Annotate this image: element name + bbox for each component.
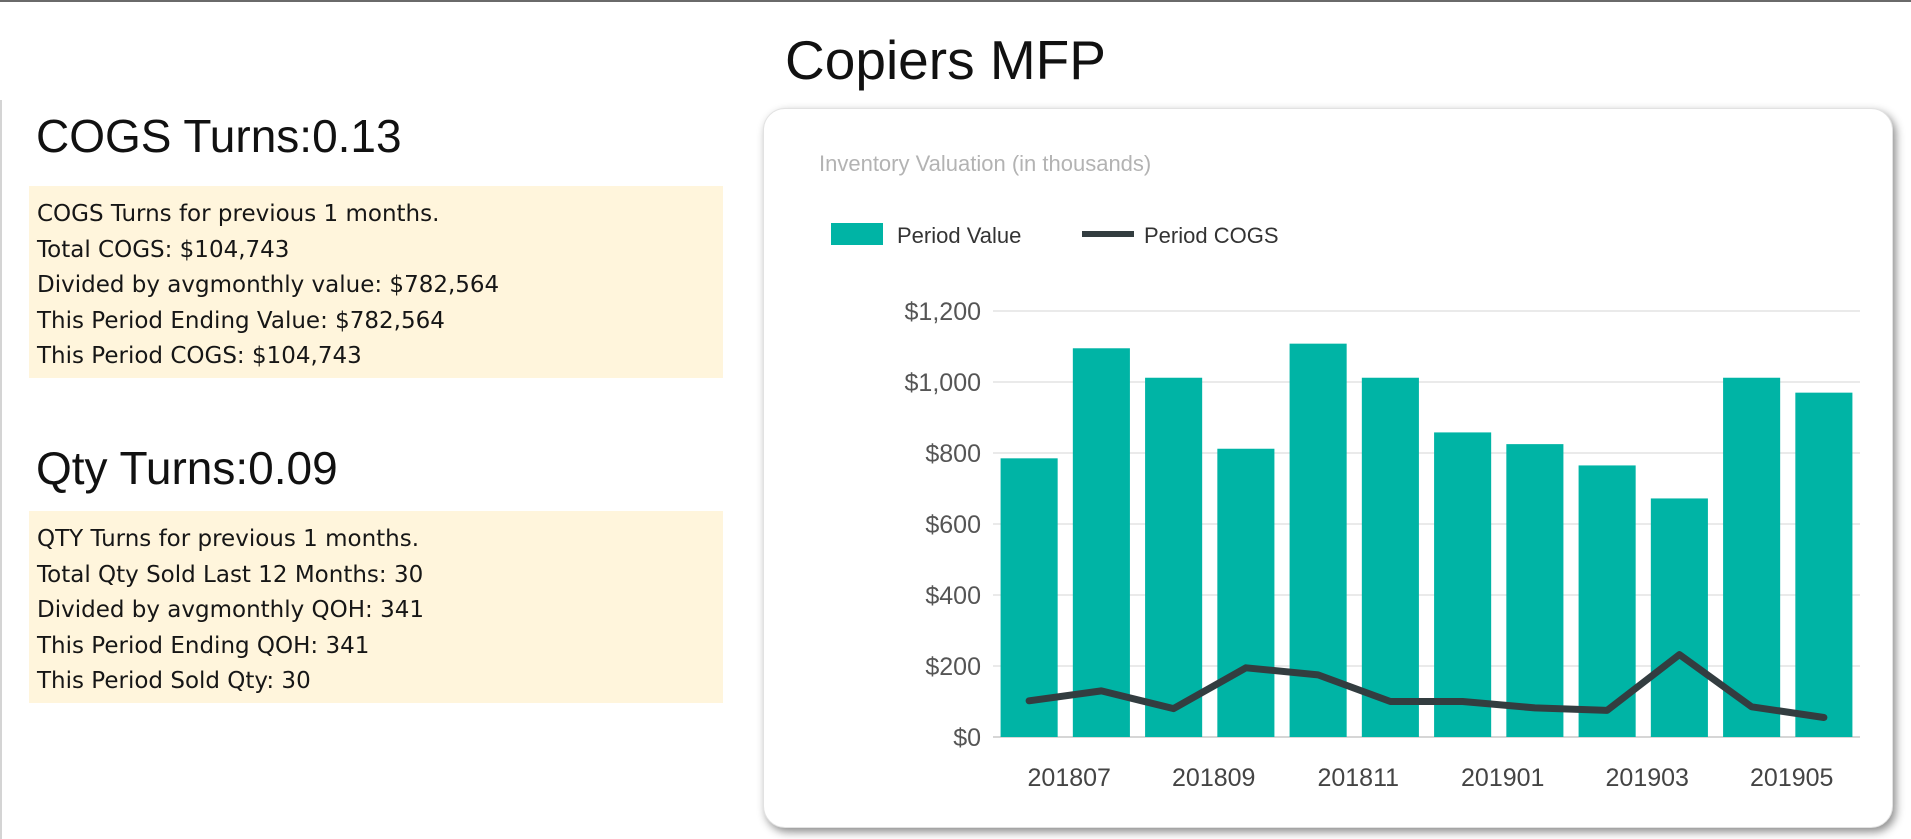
period-value-bar[interactable] bbox=[1361, 377, 1419, 737]
x-tick-label: 201811 bbox=[1317, 764, 1399, 792]
legend-period-cogs-swatch bbox=[1082, 231, 1134, 237]
y-tick-label: $400 bbox=[925, 582, 981, 610]
qty-info-line: This Period Ending QOH: 341 bbox=[37, 632, 370, 659]
page-title-text: Copiers MFP bbox=[785, 29, 1106, 91]
x-tick-label: 201905 bbox=[1750, 764, 1833, 792]
period-value-bars bbox=[1000, 343, 1853, 737]
chart-gridlines bbox=[993, 310, 1860, 738]
qty-info-line: Divided by avgmonthly QOH: 341 bbox=[37, 597, 425, 623]
top-border bbox=[0, 0, 1911, 2]
qty-info-line: This Period Sold Qty: 30 bbox=[37, 668, 311, 694]
period-value-bar[interactable] bbox=[1650, 498, 1708, 737]
x-axis-ticks: 201807 201809 201811 201901 201903 201905 bbox=[1028, 764, 1834, 792]
period-value-bar[interactable] bbox=[1000, 458, 1058, 737]
y-axis-ticks: $0 $200 $400 $600 $800 $1,000 $1,200 bbox=[905, 298, 981, 752]
legend-period-value-label: Period Value bbox=[897, 223, 1021, 248]
period-value-bar[interactable] bbox=[1072, 348, 1130, 737]
period-value-bar[interactable] bbox=[1434, 432, 1492, 737]
x-tick-label: 201807 bbox=[1028, 764, 1111, 792]
legend-period-value-swatch bbox=[831, 223, 883, 245]
cogs-info-line: Divided by avgmonthly value: $782,564 bbox=[37, 272, 500, 298]
left-border bbox=[0, 100, 2, 839]
period-value-bar[interactable] bbox=[1145, 377, 1203, 737]
y-tick-label: $1,200 bbox=[905, 298, 981, 326]
chart-legend[interactable]: Period Value Period COGS bbox=[831, 223, 1279, 248]
y-tick-label: $1,000 bbox=[905, 369, 981, 397]
period-value-bar[interactable] bbox=[1217, 448, 1275, 737]
y-tick-label: $200 bbox=[925, 653, 981, 681]
page-title: Copiers MFP bbox=[0, 28, 1911, 92]
period-cogs-line-group bbox=[1025, 651, 1828, 721]
period-value-bar[interactable] bbox=[1795, 392, 1853, 737]
chart-card: Inventory Valuation (in thousands) Perio… bbox=[763, 108, 1893, 828]
x-tick-label: 201901 bbox=[1461, 764, 1544, 792]
qty-info-line: QTY Turns for previous 1 months. bbox=[37, 526, 420, 552]
qty-info-box: QTY Turns for previous 1 months. Total Q… bbox=[29, 511, 723, 703]
x-tick-label: 201809 bbox=[1172, 764, 1255, 792]
qty-turns-heading: Qty Turns:0.09 bbox=[36, 442, 338, 494]
cogs-info-line: COGS Turns for previous 1 months. bbox=[37, 201, 440, 227]
cogs-turns-heading: COGS Turns:0.13 bbox=[36, 110, 402, 162]
y-tick-label: $0 bbox=[953, 724, 981, 752]
qty-info-line: Total Qty Sold Last 12 Months: 30 bbox=[37, 561, 424, 588]
y-tick-label: $600 bbox=[925, 511, 981, 539]
period-cogs-line[interactable] bbox=[1025, 651, 1828, 721]
chart-title: Inventory Valuation (in thousands) bbox=[819, 151, 1151, 176]
legend-period-cogs-label: Period COGS bbox=[1144, 223, 1279, 248]
period-value-bar[interactable] bbox=[1506, 444, 1564, 737]
x-tick-label: 201903 bbox=[1606, 764, 1689, 792]
cogs-info-line: This Period COGS: $104,743 bbox=[37, 343, 362, 369]
cogs-info-box: COGS Turns for previous 1 months. Total … bbox=[29, 186, 723, 378]
cogs-info-line: Total COGS: $104,743 bbox=[37, 236, 290, 263]
cogs-info-line: This Period Ending Value: $782,564 bbox=[37, 307, 445, 334]
y-tick-label: $800 bbox=[925, 440, 981, 468]
period-value-bar[interactable] bbox=[1723, 377, 1781, 737]
